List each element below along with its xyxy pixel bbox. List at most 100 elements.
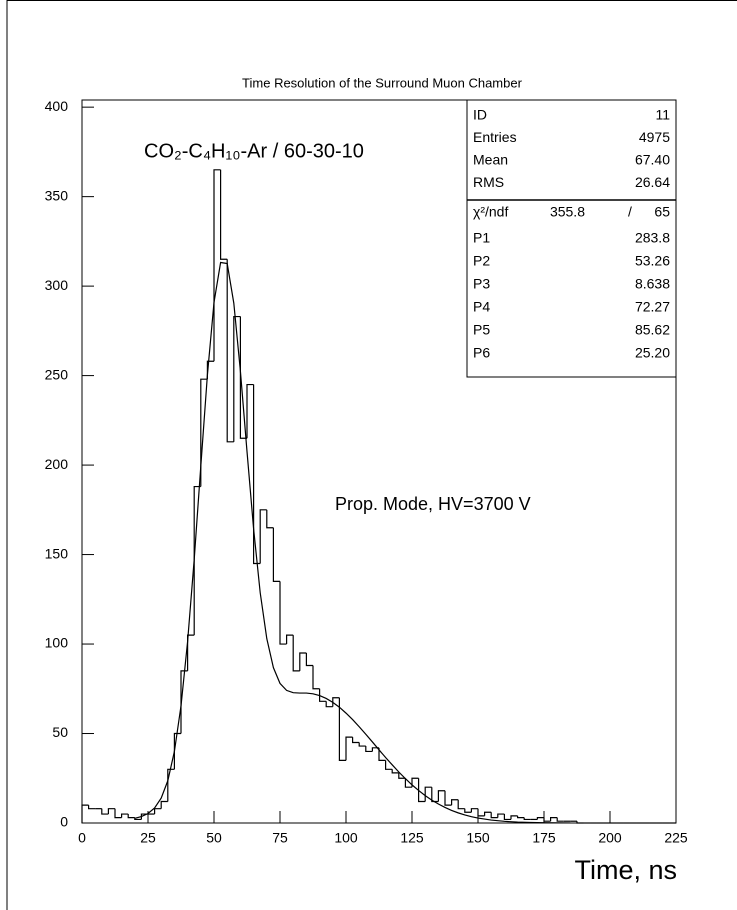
stats-value: 4975 — [639, 129, 670, 145]
x-tick-label: 100 — [334, 830, 358, 846]
histogram-bin — [101, 808, 109, 815]
histogram-bin — [246, 383, 254, 439]
param-value: 8.638 — [635, 276, 670, 292]
histogram-bin — [266, 509, 274, 529]
stats-box — [466, 99, 677, 378]
histogram-bin — [431, 787, 439, 803]
stats-label: Entries — [473, 129, 517, 145]
stats-label: RMS — [473, 174, 504, 190]
x-tick-label: 75 — [272, 830, 288, 846]
y-tick-label: 250 — [45, 366, 69, 382]
histogram-bin — [259, 509, 267, 564]
param-label: P3 — [473, 276, 490, 292]
histogram-bin — [451, 799, 459, 806]
annotation: CO₂-C₄H₁₀-Ar / 60-30-10 — [144, 140, 364, 162]
stats-label: Mean — [473, 152, 508, 168]
histogram-bin — [305, 652, 313, 667]
histogram-bin — [292, 635, 300, 672]
stats-value: 67.40 — [635, 152, 670, 168]
chi2-ndf: 65 — [654, 204, 670, 220]
param-label: P4 — [473, 299, 490, 315]
y-tick-label: 150 — [45, 545, 69, 561]
histogram-bin — [365, 746, 373, 753]
histogram-bin — [114, 808, 122, 819]
histogram-bin — [503, 814, 511, 821]
stats-value: 26.64 — [635, 174, 670, 190]
histogram-bin — [391, 769, 399, 774]
stats-value: 11 — [655, 107, 670, 123]
param-value: 72.27 — [635, 299, 670, 315]
histogram-bin — [352, 737, 360, 744]
histogram-bin — [312, 665, 320, 690]
histogram-bin — [477, 808, 485, 817]
x-tick-label: 125 — [400, 830, 424, 846]
x-axis-label: Time, ns — [574, 855, 677, 885]
histogram-bin — [398, 772, 406, 779]
histogram-bin — [385, 760, 393, 770]
histogram-bin — [543, 817, 551, 822]
histogram-bin — [127, 814, 135, 819]
histogram-bin — [424, 786, 432, 802]
histogram-bin — [556, 817, 564, 822]
x-tick-label: 175 — [532, 830, 556, 846]
histogram-bin — [279, 581, 287, 645]
fit-curve — [134, 261, 571, 824]
histogram-bin — [173, 732, 181, 770]
histogram-bin — [299, 652, 307, 671]
histogram-bin — [121, 813, 129, 818]
histogram-bin — [239, 316, 247, 439]
histogram-bin — [490, 812, 498, 819]
histogram-bin — [167, 768, 175, 802]
param-value: 25.20 — [635, 345, 670, 361]
histogram-bin — [193, 485, 201, 636]
param-value: 85.62 — [635, 322, 670, 338]
annotation: Prop. Mode, HV=3700 V — [335, 494, 531, 514]
histogram-bin — [444, 790, 452, 806]
stats-label: ID — [473, 107, 487, 123]
histogram-bin — [550, 817, 558, 822]
chart-title: Time Resolution of the Surround Muon Cha… — [242, 75, 523, 90]
chi2-label: χ²/ndf — [473, 204, 508, 220]
histogram-bin — [457, 799, 465, 810]
histogram-bin — [510, 815, 518, 820]
y-tick-label: 50 — [52, 724, 68, 740]
y-tick-label: 300 — [45, 277, 69, 293]
x-tick-label: 150 — [466, 830, 490, 846]
x-tick-label: 200 — [598, 830, 622, 846]
x-tick-label: 225 — [664, 830, 688, 846]
y-tick-label: 400 — [45, 98, 69, 114]
histogram-bin — [470, 808, 478, 813]
histogram-bin — [358, 742, 366, 747]
histogram-bin — [345, 736, 353, 761]
histogram-bin — [523, 817, 531, 821]
histogram-bin — [418, 778, 426, 803]
histogram-bin — [464, 808, 472, 813]
histogram-bin — [332, 697, 340, 707]
histogram-bin — [536, 817, 544, 820]
histogram-bin — [497, 813, 505, 818]
histogram-bin — [576, 821, 584, 824]
chi2-sep: / — [628, 204, 632, 220]
histogram-bin — [226, 259, 234, 443]
histogram-bin — [180, 670, 188, 734]
histogram-bin — [517, 815, 525, 819]
histogram-bin — [253, 384, 261, 565]
histogram-bin — [187, 634, 195, 671]
histogram-bin — [88, 805, 96, 810]
histogram-bin — [286, 634, 294, 645]
y-tick-label: 0 — [60, 814, 68, 830]
chi2-value: 355.8 — [550, 204, 585, 220]
x-tick-label: 0 — [78, 830, 86, 846]
histogram-bin — [338, 697, 346, 761]
param-value: 53.26 — [635, 253, 670, 269]
param-value: 283.8 — [635, 230, 670, 246]
histogram-bin — [220, 169, 228, 260]
param-label: P5 — [473, 322, 490, 338]
y-tick-label: 350 — [45, 187, 69, 203]
histogram-bin — [325, 701, 333, 708]
histogram-bin — [233, 315, 241, 442]
x-tick-label: 50 — [206, 830, 222, 846]
histogram-bin — [404, 778, 412, 788]
